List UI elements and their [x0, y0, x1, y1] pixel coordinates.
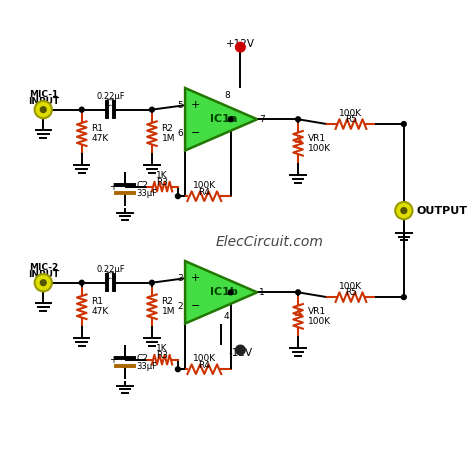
Text: 4: 4: [224, 312, 230, 321]
Circle shape: [175, 367, 180, 372]
Circle shape: [40, 107, 46, 112]
Text: R2: R2: [162, 124, 173, 133]
Text: 1M: 1M: [162, 307, 175, 316]
Text: 1M: 1M: [162, 134, 175, 143]
Text: R3: R3: [156, 351, 168, 360]
Text: C1: C1: [105, 272, 117, 281]
Text: ElecCircuit.com: ElecCircuit.com: [215, 235, 323, 249]
Text: C2: C2: [137, 354, 148, 363]
Text: 5: 5: [177, 101, 183, 110]
Circle shape: [236, 42, 245, 52]
Circle shape: [401, 295, 406, 299]
Text: +: +: [191, 100, 200, 110]
Text: 2: 2: [178, 302, 183, 311]
Circle shape: [401, 208, 407, 213]
Circle shape: [35, 101, 52, 118]
Text: 1: 1: [259, 288, 265, 297]
Text: IC1a: IC1a: [210, 114, 238, 124]
Text: MIC-1: MIC-1: [28, 90, 58, 99]
Text: 0.22µF: 0.22µF: [96, 265, 125, 274]
Text: +: +: [109, 355, 118, 365]
Text: R5: R5: [345, 115, 357, 124]
Text: R2: R2: [162, 298, 173, 306]
Text: 47K: 47K: [91, 307, 109, 316]
Text: C2: C2: [137, 180, 148, 189]
Text: 100K: 100K: [193, 181, 216, 190]
Circle shape: [35, 274, 52, 291]
Text: IC1b: IC1b: [210, 287, 238, 297]
Text: 100K: 100K: [193, 354, 216, 363]
Circle shape: [395, 202, 412, 219]
Text: 3: 3: [177, 274, 183, 283]
Text: 47K: 47K: [91, 134, 109, 143]
Text: R3: R3: [156, 178, 168, 187]
Text: −: −: [191, 301, 200, 311]
Text: R4: R4: [199, 361, 210, 369]
Text: 6: 6: [177, 129, 183, 138]
Text: 1K: 1K: [156, 171, 168, 180]
Text: C1: C1: [105, 99, 117, 108]
Text: MIC-2: MIC-2: [28, 263, 58, 272]
Text: 33µF: 33µF: [137, 189, 157, 198]
Text: +: +: [191, 273, 200, 283]
Circle shape: [40, 280, 46, 285]
Circle shape: [236, 345, 245, 355]
Text: OUTPUT: OUTPUT: [416, 206, 467, 216]
Text: -12V: -12V: [228, 348, 253, 358]
Text: −: −: [191, 129, 200, 138]
Circle shape: [149, 107, 155, 112]
Text: INPUT: INPUT: [27, 270, 59, 279]
Text: 33µF: 33µF: [137, 362, 157, 371]
Text: 1K: 1K: [156, 344, 168, 353]
Circle shape: [401, 208, 406, 213]
Circle shape: [228, 117, 233, 122]
Text: R5: R5: [345, 289, 357, 298]
Text: R1: R1: [91, 298, 103, 306]
Circle shape: [149, 281, 155, 285]
Polygon shape: [185, 88, 257, 151]
Text: 100K: 100K: [308, 317, 331, 326]
Text: +: +: [109, 182, 118, 192]
Text: 7: 7: [259, 115, 265, 124]
Text: R4: R4: [199, 188, 210, 197]
Circle shape: [79, 107, 84, 112]
Circle shape: [296, 290, 301, 295]
Text: VR1: VR1: [308, 307, 326, 316]
Circle shape: [296, 117, 301, 122]
Polygon shape: [185, 261, 257, 323]
Text: 8: 8: [224, 91, 230, 100]
Circle shape: [79, 281, 84, 285]
Text: +12V: +12V: [226, 39, 255, 50]
Text: 0.22µF: 0.22µF: [96, 92, 125, 101]
Text: 100K: 100K: [308, 143, 331, 152]
Text: R1: R1: [91, 124, 103, 133]
Text: INPUT: INPUT: [27, 97, 59, 106]
Circle shape: [175, 194, 180, 198]
Circle shape: [228, 290, 233, 295]
Circle shape: [401, 122, 406, 126]
Text: 100K: 100K: [339, 109, 363, 118]
Text: VR1: VR1: [308, 134, 326, 143]
Text: 100K: 100K: [339, 282, 363, 291]
